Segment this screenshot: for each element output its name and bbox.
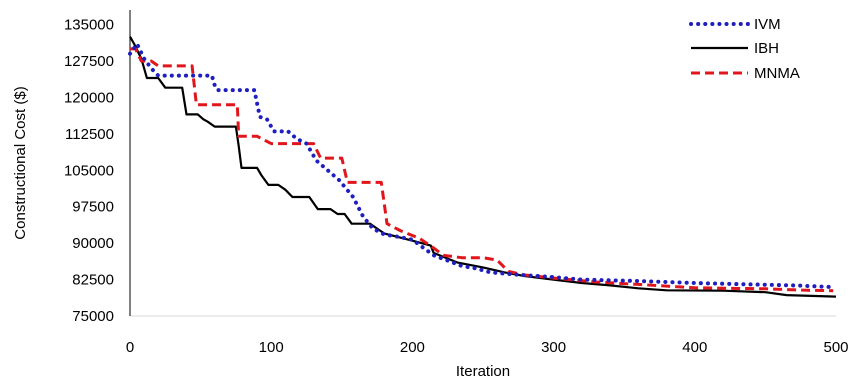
y-tick-label: 120000	[64, 89, 114, 106]
y-tick-label: 127500	[64, 53, 114, 70]
y-tick-label: 135000	[64, 17, 114, 34]
y-tick-label: 112500	[65, 126, 114, 143]
x-axis-title: Iteration	[456, 363, 510, 380]
x-tick-label: 200	[400, 339, 425, 356]
y-tick-label: 82500	[72, 272, 114, 289]
series-line-mnma	[130, 47, 834, 293]
x-tick-label: 300	[541, 339, 566, 356]
series-line-ibh	[129, 36, 837, 298]
plot-area	[129, 10, 836, 317]
legend: IVM IBH MNMA	[689, 16, 800, 82]
x-tick-labels: 0 100 200 300 400 500	[126, 339, 849, 356]
legend-label-mnma: MNMA	[754, 65, 800, 82]
y-axis-title: Constructional Cost ($)	[12, 86, 29, 239]
x-tick-label: 400	[682, 339, 707, 356]
series-line-ivm	[128, 42, 831, 289]
legend-label-ivm: IVM	[754, 16, 781, 33]
y-tick-label: 105000	[64, 162, 114, 179]
y-tick-label: 97500	[72, 199, 114, 216]
legend-label-ibh: IBH	[754, 40, 779, 57]
y-tick-label: 75000	[72, 308, 114, 325]
y-tick-label: 90000	[72, 235, 114, 252]
y-tick-labels: 75000 82500 90000 97500 105000 112500 120000 12…	[64, 17, 114, 325]
series-lines	[128, 36, 837, 298]
x-tick-label: 100	[259, 339, 284, 356]
x-tick-label: 500	[823, 339, 848, 356]
x-tick-label: 0	[126, 339, 134, 356]
